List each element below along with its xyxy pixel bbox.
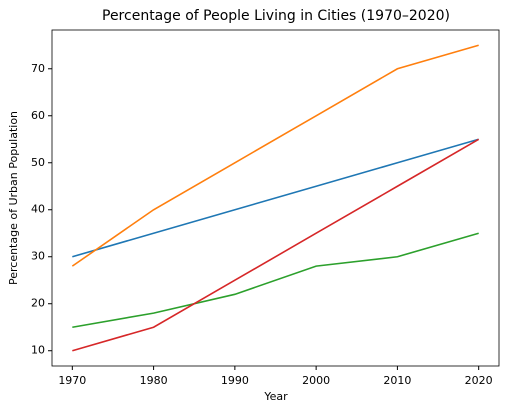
x-tick-label: 1980: [140, 374, 168, 387]
y-tick-label: 60: [31, 109, 45, 122]
chart-title: Percentage of People Living in Cities (1…: [102, 8, 450, 24]
series-line: [72, 138, 480, 352]
x-axis-label: Year: [263, 390, 288, 403]
y-tick-label: 70: [31, 62, 45, 75]
y-tick-label: 20: [31, 297, 45, 310]
y-tick-label: 50: [31, 156, 45, 169]
x-tick-label: 2010: [383, 374, 411, 387]
y-axis-label: Percentage of Urban Population: [7, 111, 20, 285]
plot-frame: [51, 29, 500, 367]
series-line: [72, 232, 479, 329]
x-tick-label: 2020: [465, 374, 493, 387]
x-tick-label: 1990: [221, 374, 249, 387]
x-tick-label: 1970: [58, 374, 86, 387]
series-line: [71, 44, 479, 267]
x-tick-label: 2000: [302, 374, 330, 387]
series-line: [72, 138, 479, 258]
y-tick-label: 10: [31, 344, 45, 357]
y-tick-label: 30: [31, 250, 45, 263]
y-tick-label: 40: [31, 203, 45, 216]
